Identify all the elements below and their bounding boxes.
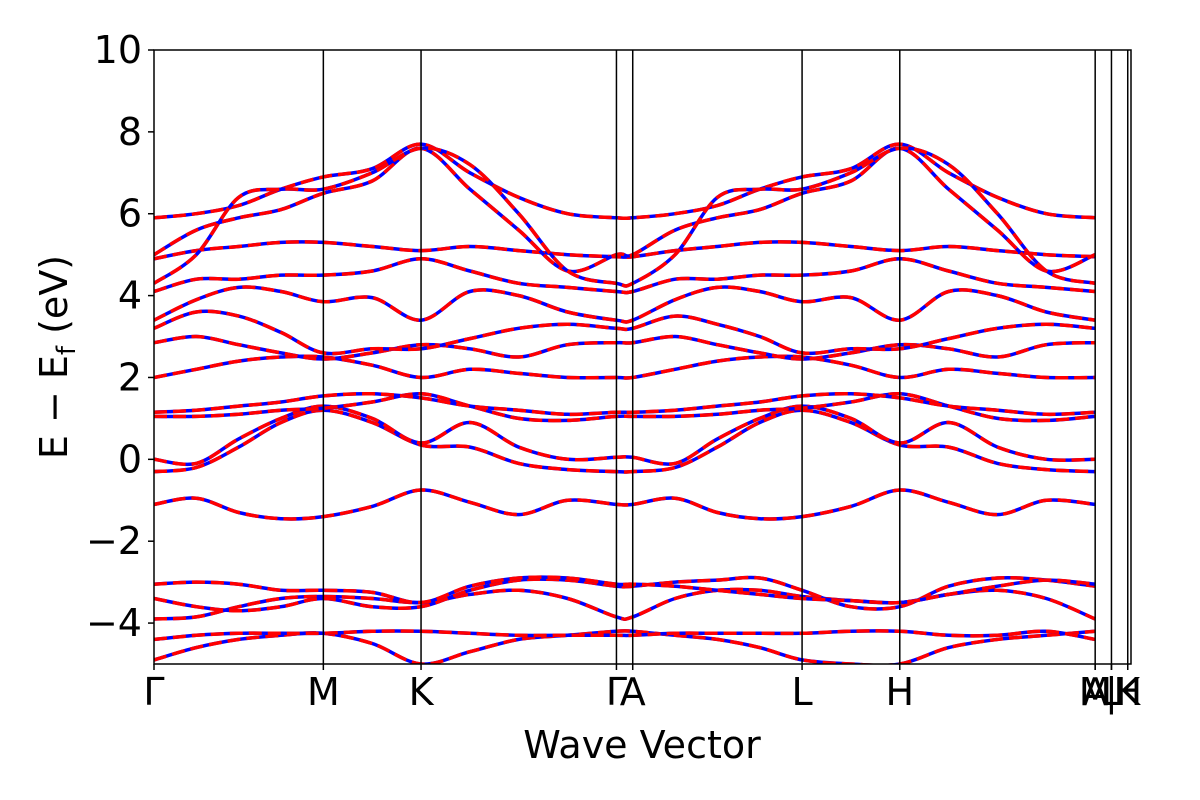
plot-frame (153, 49, 1132, 665)
band-5-dashed (154, 575, 1096, 605)
x-tick-label: L (791, 670, 812, 714)
band-10-solid (154, 391, 1096, 417)
y-axis-label-main: E − E (32, 355, 76, 459)
band-13-dashed (154, 309, 1096, 356)
band-14-dashed (154, 285, 1096, 324)
band-4-dashed (154, 575, 1096, 613)
x-tick-label: H (1113, 670, 1142, 714)
kpoint-divider-lines (322, 50, 1129, 664)
y-tick-label: 0 (118, 437, 142, 481)
x-tick-label: A (1082, 670, 1108, 714)
y-tick-label: 6 (118, 192, 142, 236)
x-tick-label: K (1115, 670, 1141, 714)
y-tick-label: 2 (118, 355, 142, 399)
y-tick-label: 10 (94, 28, 142, 72)
x-tick-label: Γ (606, 670, 627, 714)
x-axis-label: Wave Vector (523, 723, 761, 767)
x-tick-label: M (1079, 670, 1112, 714)
x-tick-label: L (1101, 670, 1122, 714)
band-18-dashed (154, 142, 1096, 221)
band-19-dashed (154, 146, 1096, 288)
y-axis-ticks: −4 −2 0 2 4 6 8 10 (86, 28, 154, 645)
band-16-solid (154, 240, 1096, 261)
band-15-dashed (154, 257, 1096, 295)
band-1-dashed (154, 629, 1096, 664)
x-axis-ticks: Γ M K ΓA L H AM|LHK (143, 664, 1142, 715)
y-axis-label-subscript: f (52, 345, 82, 355)
band-17-dashed (154, 146, 1096, 274)
y-tick-label: −2 (86, 519, 142, 563)
band-6-dashed (154, 488, 1096, 521)
band-2-dashed (154, 629, 1096, 642)
band-11-dashed (154, 354, 1096, 380)
y-axis-label-unit: (eV) (32, 255, 76, 346)
x-tick-label: Γ (143, 670, 164, 714)
x-tick-label: M (307, 670, 340, 714)
y-tick-label: 8 (118, 110, 142, 154)
band-7-dashed (154, 408, 1096, 474)
x-tick-label: | (1105, 670, 1118, 715)
x-tick-label: H (885, 670, 914, 714)
y-axis-label: E − Ef (eV) (32, 255, 82, 459)
y-tick-label: 4 (118, 274, 142, 318)
band-9-dashed (154, 392, 1096, 423)
y-tick-label: −4 (86, 601, 142, 645)
x-tick-label: A (620, 670, 646, 714)
band-lines (154, 142, 1096, 664)
x-tick-label: K (409, 670, 435, 714)
